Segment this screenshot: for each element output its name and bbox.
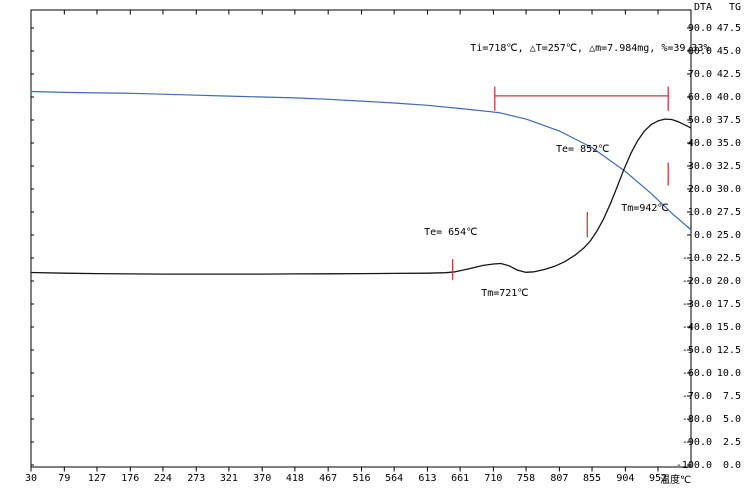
- x-tick-label: 273: [187, 473, 205, 484]
- dta-tick-label: 60.0: [688, 92, 712, 103]
- tg-tick-label: 10.0: [717, 368, 741, 379]
- tg-tick-label: 2.5: [723, 437, 741, 448]
- dta-tick-label: 20.0: [688, 184, 712, 195]
- tg-tick-label: 20.0: [717, 276, 741, 287]
- bracket-marker: [494, 86, 669, 111]
- tg-tick-label: 32.5: [717, 161, 741, 172]
- x-tick-label: 467: [319, 473, 337, 484]
- tg-tick-label: 7.5: [723, 391, 741, 402]
- dta-tick-label: -90.0: [682, 437, 712, 448]
- x-tick-label: 564: [385, 473, 403, 484]
- dta-tick-label: -10.0: [682, 253, 712, 264]
- tg-tick-label: 37.5: [717, 115, 741, 126]
- x-tick-label: 224: [154, 473, 172, 484]
- x-tick-label: 418: [286, 473, 304, 484]
- tg-tick-label: 45.0: [717, 46, 741, 57]
- dta-tick-label: 0.0: [694, 230, 712, 241]
- x-tick-label: 758: [517, 473, 535, 484]
- x-tick-label: 127: [88, 473, 106, 484]
- x-tick-label: 710: [484, 473, 502, 484]
- dta-tick-label: 30.0: [688, 161, 712, 172]
- tg-tick-label: 17.5: [717, 299, 741, 310]
- tg-tick-label: 27.5: [717, 207, 741, 218]
- x-tick-label: 952: [649, 473, 667, 484]
- dta-tick-label: -30.0: [682, 299, 712, 310]
- tg-tick-label: 0.0: [723, 460, 741, 471]
- dta-tick-label: -80.0: [682, 414, 712, 425]
- tg-axis-title: TG: [728, 2, 741, 13]
- dta-tick-label: -50.0: [682, 345, 712, 356]
- annotation-label: Te= 654℃: [424, 227, 477, 238]
- x-axis-title: 温度℃: [660, 475, 692, 486]
- dta-tick-label: -20.0: [682, 276, 712, 287]
- dta-tick-label: 40.0: [688, 138, 712, 149]
- annotation-label: Ti=718℃, △T=257℃, △m=7.984mg, %=39.33%: [470, 43, 709, 54]
- dta-axis-title: DTA: [693, 2, 712, 13]
- annotation-label: Tm=721℃: [481, 288, 528, 299]
- tg-tick-label: 47.5: [717, 23, 741, 34]
- x-tick-label: 613: [418, 473, 436, 484]
- series-dta: [30, 118, 692, 275]
- x-tick-label: 904: [616, 473, 634, 484]
- tg-tick-label: 42.5: [717, 69, 741, 80]
- tg-tick-label: 35.0: [717, 138, 741, 149]
- plot-border: [30, 9, 692, 468]
- x-tick-label: 370: [253, 473, 271, 484]
- tg-tick-label: 22.5: [717, 253, 741, 264]
- dta-tick-label: 70.0: [688, 69, 712, 80]
- tg-tick-label: 25.0: [717, 230, 741, 241]
- dta-tick-label: -70.0: [682, 391, 712, 402]
- dta-tick-label: 80.0: [688, 46, 712, 57]
- dta-tick-label: -100.0: [676, 460, 712, 471]
- dta-tick-label: -60.0: [682, 368, 712, 379]
- x-tick-label: 516: [352, 473, 370, 484]
- tg-tick-label: 15.0: [717, 322, 741, 333]
- dta-tick-label: -40.0: [682, 322, 712, 333]
- tg-tick-label: 40.0: [717, 92, 741, 103]
- annotation-label: Tm=942℃: [621, 203, 668, 214]
- tg-tick-label: 5.0: [723, 414, 741, 425]
- annotation-label: Te= 852℃: [556, 144, 609, 155]
- x-tick-label: 321: [220, 473, 238, 484]
- tg-tick-label: 30.0: [717, 184, 741, 195]
- x-tick-label: 661: [451, 473, 469, 484]
- x-tick-label: 855: [583, 473, 601, 484]
- x-tick-label: 176: [121, 473, 139, 484]
- dta-tick-label: 90.0: [688, 23, 712, 34]
- dta-tick-label: 50.0: [688, 115, 712, 126]
- x-tick-label: 807: [550, 473, 568, 484]
- tg-tick-label: 12.5: [717, 345, 741, 356]
- series-tg: [30, 90, 692, 231]
- dta-tick-label: 10.0: [688, 207, 712, 218]
- x-tick-label: 79: [58, 473, 70, 484]
- x-tick-label: 30: [25, 473, 37, 484]
